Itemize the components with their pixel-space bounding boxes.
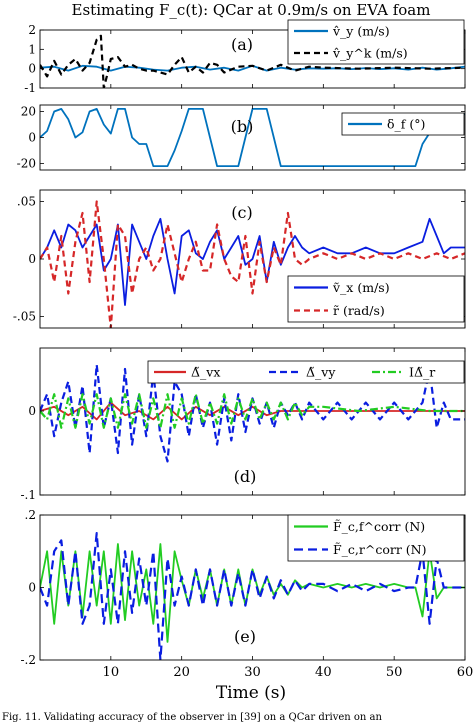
panels-group: -1 0 1 2 (a) v̂_y (m/s) v̂_y^k (m/s) -20 0 20 (b) δ… <box>13 19 473 680</box>
figure-caption: Fig. 11. Validating accuracy of the obse… <box>2 712 382 723</box>
series-2-1 <box>40 108 465 168</box>
figure-title: Estimating F_c(t): QCar at 0.9m/s on EVA… <box>72 1 431 19</box>
legend-label: F̃_c,r^corr (N) <box>333 542 427 557</box>
panel-3: -.05 0 .05 (c) ṽ_x (m/s) r̃ (rad/s) <box>13 189 466 329</box>
legend: v̂_y (m/s) v̂_y^k (m/s) <box>287 19 465 65</box>
legend-box <box>147 360 465 384</box>
y-tick-label: -1 <box>24 81 36 95</box>
legend: F̃_c,f^corr (N) F̃_c,r^corr (N) <box>287 514 465 562</box>
y-tick-label: -.05 <box>13 310 36 324</box>
y-tick-label: -.2 <box>20 653 36 667</box>
legend: Δ̃_vx Δ̃_vy IΔ̃_r <box>147 360 465 384</box>
y-tick-label: 0 <box>28 252 36 266</box>
x-tick-label: 40 <box>315 665 332 680</box>
x-tick-label: 60 <box>457 665 474 680</box>
y-tick-label: 20 <box>21 105 36 119</box>
legend-box <box>341 112 465 136</box>
y-tick-label: -.1 <box>20 488 36 502</box>
legend-label: v̂_y (m/s) <box>332 24 390 39</box>
panel-label: (b) <box>231 117 254 136</box>
y-tick-label: 0 <box>28 581 36 595</box>
y-tick-label: 2 <box>28 23 36 37</box>
legend-label: Δ̃_vx <box>191 365 220 380</box>
legend-label: ṽ_x (m/s) <box>332 280 390 295</box>
y-tick-label: 0 <box>28 404 36 418</box>
legend-box <box>287 514 465 562</box>
legend-box <box>287 19 465 65</box>
legend-label: IΔ̃_r <box>409 365 435 380</box>
y-tick-label: 0 <box>28 62 36 76</box>
series-3-2 <box>40 200 465 328</box>
y-tick-label: 0 <box>28 131 36 145</box>
panel-5: -.20.210 20 30 40 50 60(e)F̃_c,f^corr (N)F̃_c… <box>20 508 473 680</box>
y-tick-label: .05 <box>17 195 36 209</box>
panel-label: (c) <box>231 203 252 222</box>
legend-label: v̂_y^k (m/s) <box>332 46 408 61</box>
x-tick-label: 30 <box>244 665 261 680</box>
series-1-2 <box>40 34 465 88</box>
legend: δ_f (°) <box>341 112 465 136</box>
y-tick-label: .2 <box>25 508 36 522</box>
x-tick-label: 50 <box>386 665 403 680</box>
x-tick-label: 10 <box>103 665 120 680</box>
series-4-3 <box>40 393 465 429</box>
panel-label: (e) <box>234 627 256 646</box>
legend-label: r̃ (rad/s) <box>333 303 385 318</box>
panel-2: -20 0 20 (b) δ_f (°) <box>17 105 466 171</box>
legend: ṽ_x (m/s) r̃ (rad/s) <box>287 275 465 323</box>
series-4-1 <box>40 401 465 421</box>
panel-label: (a) <box>231 35 253 54</box>
panel-1: -1 0 1 2 (a) v̂_y (m/s) v̂_y^k (m/s) <box>24 19 466 95</box>
panel-4: -.1 0 (d) Δ̃_vx Δ̃_vy IΔ̃_r <box>20 347 466 502</box>
x-tick-label: 20 <box>173 665 190 680</box>
panel-label: (d) <box>234 467 257 486</box>
legend-label: F̃_c,f^corr (N) <box>333 519 425 534</box>
y-tick-label: -20 <box>17 157 36 171</box>
x-axis-label: Time (s) <box>216 683 286 703</box>
series-5-2 <box>40 531 465 660</box>
y-tick-label: 1 <box>28 42 36 56</box>
legend-box <box>287 275 465 323</box>
legend-label: Δ̃_vy <box>306 365 336 380</box>
legend-label: δ_f (°) <box>387 117 425 132</box>
